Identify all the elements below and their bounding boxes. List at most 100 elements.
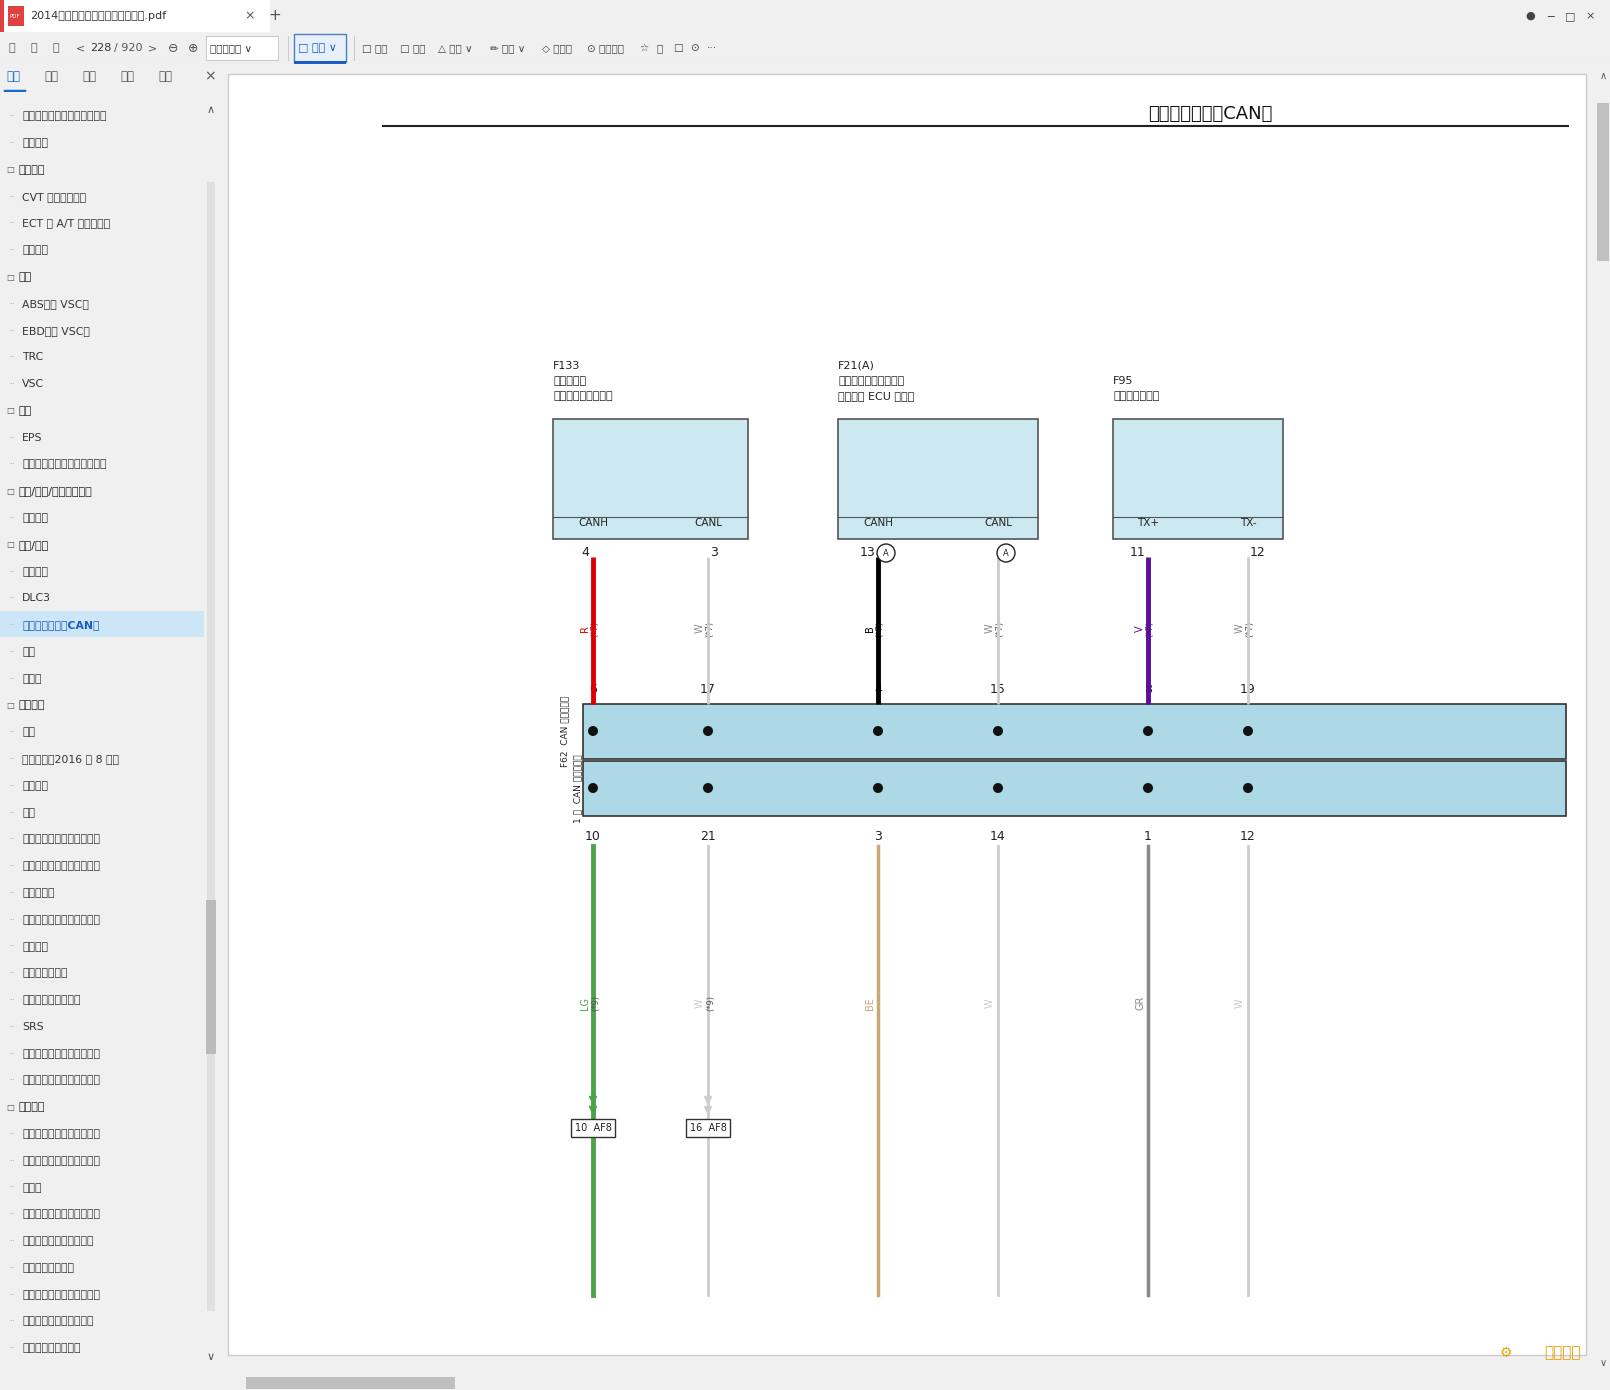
Text: 14: 14 (990, 830, 1006, 842)
Text: ⊖: ⊖ (167, 42, 179, 54)
Text: (*9): (*9) (591, 995, 601, 1011)
Text: 19: 19 (1240, 682, 1256, 696)
Text: (*7): (*7) (995, 620, 1005, 637)
Text: 传动系统: 传动系统 (18, 165, 45, 175)
Text: ···: ··· (8, 649, 14, 655)
Text: W: W (985, 998, 995, 1008)
Text: (*7): (*7) (876, 620, 884, 637)
Circle shape (873, 726, 882, 735)
Circle shape (1243, 726, 1253, 735)
Bar (206, 901, 216, 1054)
Text: 16  AF8: 16 AF8 (689, 1123, 726, 1133)
Text: 制动: 制动 (18, 272, 31, 282)
Text: ···: ··· (8, 328, 14, 334)
Text: A: A (884, 549, 889, 557)
Text: □: □ (6, 541, 14, 549)
Text: PDF: PDF (10, 14, 19, 18)
Text: ···: ··· (8, 917, 14, 923)
Text: ∧: ∧ (208, 104, 216, 115)
Text: ◇ 橡皮擦: ◇ 橡皮擦 (543, 43, 572, 53)
Text: 电源: 电源 (23, 646, 35, 657)
Circle shape (1143, 726, 1153, 735)
Text: （空气囊 ECU 总成）: （空气囊 ECU 总成） (837, 391, 914, 400)
Text: ···: ··· (8, 890, 14, 897)
Text: +: + (269, 8, 282, 24)
Text: 音响系统: 音响系统 (23, 513, 48, 523)
Circle shape (873, 783, 882, 794)
Text: EBD（带 VSC）: EBD（带 VSC） (23, 325, 90, 335)
Text: ···: ··· (8, 569, 14, 574)
Text: ···: ··· (8, 140, 14, 146)
Text: (*9): (*9) (707, 995, 715, 1011)
Text: ···: ··· (8, 1131, 14, 1137)
Bar (686, 1119, 729, 1137)
Text: 自适应宽度 ∨: 自适应宽度 ∨ (209, 43, 253, 53)
Text: 停机系统（不带智能上车和: 停机系统（不带智能上车和 (23, 862, 100, 872)
Text: ···: ··· (8, 783, 14, 790)
Circle shape (997, 543, 1014, 562)
Text: 前照灯光束高度控制: 前照灯光束高度控制 (23, 1343, 80, 1354)
Text: ···: ··· (8, 300, 14, 307)
Text: 车内照明灯: 车内照明灯 (23, 888, 55, 898)
Text: EPS: EPS (23, 432, 42, 442)
Text: ···: ··· (8, 247, 14, 253)
Text: ⊙: ⊙ (691, 43, 699, 53)
Text: ···: ··· (8, 809, 14, 816)
Text: □: □ (1565, 11, 1575, 21)
Text: 遥控门锁控制（带智能上车: 遥控门锁控制（带智能上车 (23, 1048, 100, 1059)
Text: 批注: 批注 (121, 70, 134, 82)
Circle shape (1143, 783, 1153, 794)
Circle shape (993, 783, 1003, 794)
Text: ···: ··· (8, 114, 14, 120)
Text: 转向传感器: 转向传感器 (552, 377, 586, 386)
Text: ···: ··· (8, 595, 14, 602)
Text: R: R (580, 626, 589, 632)
Bar (206, 36, 279, 60)
Text: ×: × (245, 10, 256, 22)
Text: ×: × (204, 70, 216, 83)
Text: □ 目录 ∨: □ 目录 ∨ (298, 43, 336, 53)
Text: ⊕: ⊕ (188, 42, 198, 54)
Text: 1 号  CAN 接线连接器: 1 号 CAN 接线连接器 (573, 755, 583, 823)
Text: 8: 8 (1145, 682, 1153, 696)
Text: 前刮水器和清洗器: 前刮水器和清洗器 (23, 1264, 74, 1273)
Text: 🔍: 🔍 (655, 43, 662, 53)
Circle shape (588, 783, 597, 794)
Text: □ 视图: □ 视图 (362, 43, 388, 53)
Text: ···: ··· (8, 970, 14, 976)
Text: □: □ (6, 701, 14, 710)
Text: 起动（不带智能上车和起动）: 起动（不带智能上车和起动） (23, 111, 106, 121)
Text: / 920: / 920 (114, 43, 143, 53)
Text: 15: 15 (990, 682, 1006, 696)
Bar (8, 6, 24, 26)
Text: <: < (76, 43, 85, 53)
Text: ···: ··· (8, 193, 14, 200)
Text: 228: 228 (90, 43, 111, 53)
Text: ···: ··· (8, 1291, 14, 1298)
Text: ···: ··· (8, 730, 14, 735)
Text: 收藏: 收藏 (158, 70, 172, 82)
Text: 智能上车和起动系统: 智能上车和起动系统 (23, 995, 80, 1005)
Text: 电源插座: 电源插座 (23, 941, 48, 952)
Text: 13: 13 (860, 546, 874, 560)
Text: 换档锁止: 换档锁止 (23, 245, 48, 256)
Text: 转向锁（带智能上车和起动）: 转向锁（带智能上车和起动） (23, 460, 106, 470)
Bar (0, 0, 270, 32)
Text: ⊙ 批注设置: ⊙ 批注设置 (588, 43, 625, 53)
Text: □: □ (673, 43, 683, 53)
Text: ···: ··· (8, 221, 14, 227)
Text: 10: 10 (584, 830, 601, 842)
Text: ABS（带 VSC）: ABS（带 VSC） (23, 299, 89, 309)
Text: TX+: TX+ (1137, 518, 1159, 528)
Text: 停机系统（带智能上车和起: 停机系统（带智能上车和起 (23, 834, 100, 844)
Circle shape (704, 783, 713, 794)
Text: 前照灯（投射式前照灯）: 前照灯（投射式前照灯） (23, 1316, 93, 1326)
Text: ∨: ∨ (1599, 1358, 1607, 1368)
Text: 2014年丰田威驰雅力士致炫电路图.pdf: 2014年丰田威驰雅力士致炫电路图.pdf (31, 11, 166, 21)
Text: W: W (696, 624, 705, 634)
Text: （螺旋电缆分总成）: （螺旋电缆分总成） (552, 391, 613, 400)
Text: 21: 21 (700, 830, 716, 842)
Circle shape (877, 543, 895, 562)
Text: 22: 22 (1000, 546, 1016, 560)
Text: (*7): (*7) (591, 620, 599, 637)
